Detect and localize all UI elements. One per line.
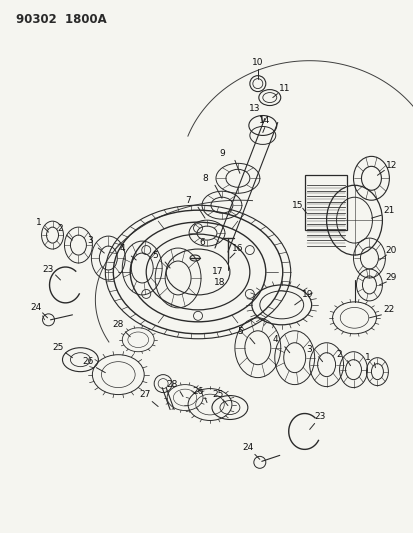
Text: 5: 5 <box>236 327 242 336</box>
Text: 23: 23 <box>43 265 54 274</box>
Text: 6: 6 <box>199 238 204 247</box>
Text: 26: 26 <box>83 357 94 366</box>
Text: 4: 4 <box>119 244 125 253</box>
Text: 19: 19 <box>301 290 313 300</box>
Text: 24: 24 <box>30 303 41 312</box>
Text: 1: 1 <box>364 353 370 362</box>
Text: 29: 29 <box>385 273 396 282</box>
Text: 11: 11 <box>278 84 290 93</box>
Text: 7: 7 <box>185 196 190 205</box>
Text: 14: 14 <box>259 116 270 125</box>
Text: 25: 25 <box>212 390 223 399</box>
Text: 2: 2 <box>57 224 63 232</box>
Text: 9: 9 <box>218 149 224 158</box>
Text: 2: 2 <box>336 350 342 359</box>
Text: 18: 18 <box>214 278 225 287</box>
Text: 15: 15 <box>291 201 303 209</box>
Text: 20: 20 <box>385 246 396 255</box>
Text: 25: 25 <box>53 343 64 352</box>
Text: 28: 28 <box>112 320 123 329</box>
Text: 3: 3 <box>306 345 312 354</box>
Text: 12: 12 <box>385 161 396 170</box>
Text: 10: 10 <box>252 58 263 67</box>
Text: 16: 16 <box>232 244 243 253</box>
Text: 90302  1800A: 90302 1800A <box>16 13 106 26</box>
Text: 27: 27 <box>139 390 150 399</box>
Text: 17: 17 <box>212 268 223 277</box>
Text: 3: 3 <box>87 236 93 245</box>
Text: 5: 5 <box>152 251 158 260</box>
Text: 22: 22 <box>383 305 394 314</box>
Text: 8: 8 <box>202 174 207 183</box>
Text: 1: 1 <box>36 217 41 227</box>
Text: 26: 26 <box>192 387 203 396</box>
Text: 13: 13 <box>249 104 260 113</box>
Text: 24: 24 <box>242 443 253 452</box>
Text: 23: 23 <box>313 412 325 421</box>
Text: 28: 28 <box>166 380 177 389</box>
Text: 4: 4 <box>272 335 278 344</box>
Text: 21: 21 <box>383 206 394 215</box>
